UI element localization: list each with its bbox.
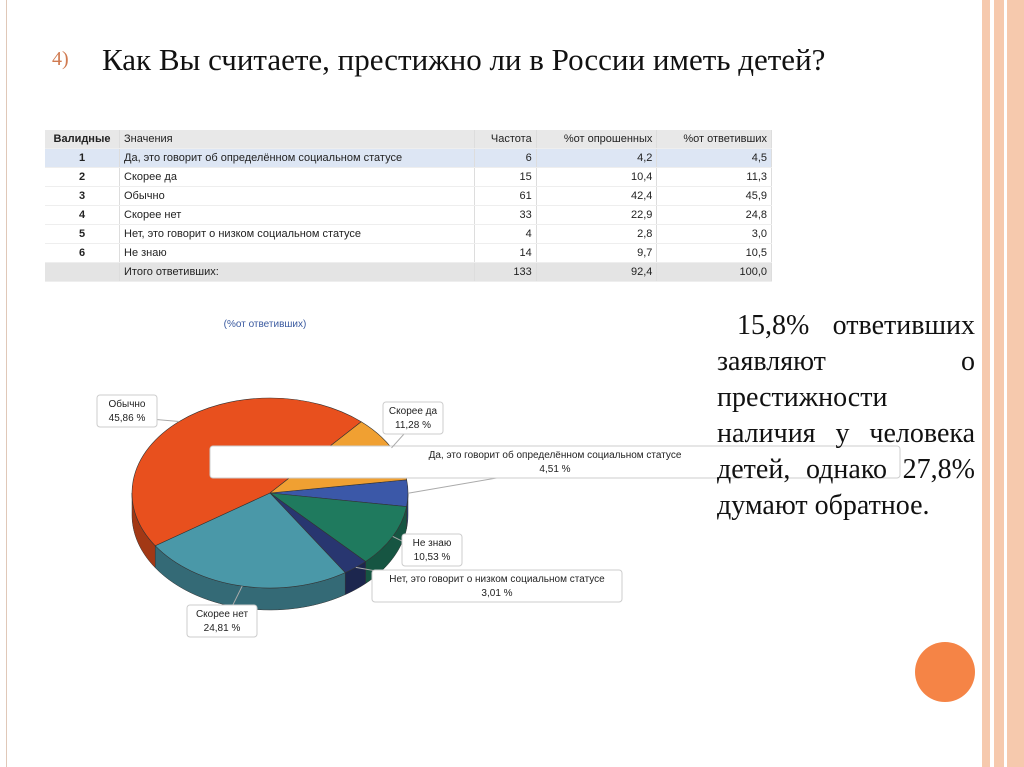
table-cell: 10,5 — [656, 243, 772, 263]
table-row: 5 Нет, это говорит о низком социальном ст… — [45, 224, 772, 244]
table-cell: 5 — [45, 224, 120, 244]
slice-name: Да, это говорит об определённом социальн… — [429, 449, 682, 461]
table-cell: 33 — [474, 205, 537, 225]
table-cell: 9,7 — [536, 243, 658, 263]
slice-value: 11,28 % — [395, 420, 431, 431]
slice-value: 10,53 % — [414, 552, 451, 563]
label-box — [371, 569, 623, 603]
label-box — [209, 445, 901, 479]
table-cell: Да, это говорит об определённом социальн… — [119, 148, 476, 168]
table-cell: 10,4 — [536, 167, 658, 187]
table-cell: 133 — [474, 262, 537, 282]
label-box — [401, 533, 463, 567]
slice-value: 24,81 % — [204, 623, 241, 634]
table-cell: 15 — [474, 167, 537, 187]
label-box — [96, 394, 158, 428]
table: Валидные Значения Частота %от опрошенных %от… — [45, 130, 772, 282]
header-cell: Валидные — [45, 130, 120, 149]
chart-title: (%от ответивших) — [224, 319, 307, 330]
table-cell: 2,8 — [536, 224, 658, 244]
label-box — [186, 604, 258, 638]
table-cell: 4 — [474, 224, 537, 244]
table-cell: 4 — [45, 205, 120, 225]
frame-line — [6, 0, 7, 767]
table-cell: 22,9 — [536, 205, 658, 225]
table-row: 6 Не знаю 14 9,7 10,5 — [45, 243, 772, 263]
stripe — [1004, 0, 1007, 767]
table-cell: 2 — [45, 167, 120, 187]
table-cell: 4,2 — [536, 148, 658, 168]
table-cell: 11,3 — [656, 167, 772, 187]
table-row: 1 Да, это говорит об определённом социаль… — [45, 148, 772, 168]
table-cell: 45,9 — [656, 186, 772, 206]
table-cell: Скорее да — [119, 167, 476, 187]
table-row: 2 Скорее да 15 10,4 11,3 — [45, 167, 772, 187]
table-cell: 61 — [474, 186, 537, 206]
header-cell: Частота — [474, 130, 537, 149]
table-cell: 6 — [45, 243, 120, 263]
slide-title: Как Вы считаете, престижно ли в России и… — [102, 42, 826, 77]
table-cell: 1 — [45, 148, 120, 168]
table-cell: 92,4 — [536, 262, 658, 282]
slice-value: 4,51 % — [539, 464, 570, 475]
table-cell: 42,4 — [536, 186, 658, 206]
table-cell — [45, 262, 120, 282]
slice-name: Скорее нет — [196, 609, 248, 620]
header-cell: %от опрошенных — [536, 130, 658, 149]
stripe — [990, 0, 994, 767]
slice-value: 3,01 % — [481, 588, 512, 599]
table-cell: Не знаю — [119, 243, 476, 263]
slice-name: Нет, это говорит о низком социальном ста… — [389, 574, 605, 585]
table-cell: 24,8 — [656, 205, 772, 225]
header-cell: %от ответивших — [656, 130, 772, 149]
label-box — [382, 401, 444, 435]
table-cell: 4,5 — [656, 148, 772, 168]
table-cell: 3 — [45, 186, 120, 206]
summary-text: 15,8% ответивших заявляют о престижности… — [717, 310, 975, 521]
header-cell: Значения — [119, 130, 476, 149]
table-row: 4 Скорее нет 33 22,9 24,8 — [45, 205, 772, 225]
table-cell: Нет, это говорит о низком социальном ста… — [119, 224, 476, 244]
stripe — [982, 0, 1024, 767]
slice-name: Обычно — [109, 398, 146, 410]
table-cell: Обычно — [119, 186, 476, 206]
table-cell: 100,0 — [656, 262, 772, 282]
table-cell: Скорее нет — [119, 205, 476, 225]
slice-name: Не знаю — [413, 538, 452, 549]
table-cell: Итого ответивших: — [119, 262, 476, 282]
decor-circle — [915, 642, 975, 702]
slice-value: 45,86 % — [109, 413, 146, 424]
table-cell: 3,0 — [656, 224, 772, 244]
table-row: 3 Обычно 61 42,4 45,9 — [45, 186, 772, 206]
table-cell: 14 — [474, 243, 537, 263]
slice-name: Скорее да — [389, 406, 438, 417]
table-cell: 6 — [474, 148, 537, 168]
total-row: Итого ответивших: 133 92,4 100,0 — [45, 262, 772, 282]
slide-number: 4) — [52, 48, 69, 70]
